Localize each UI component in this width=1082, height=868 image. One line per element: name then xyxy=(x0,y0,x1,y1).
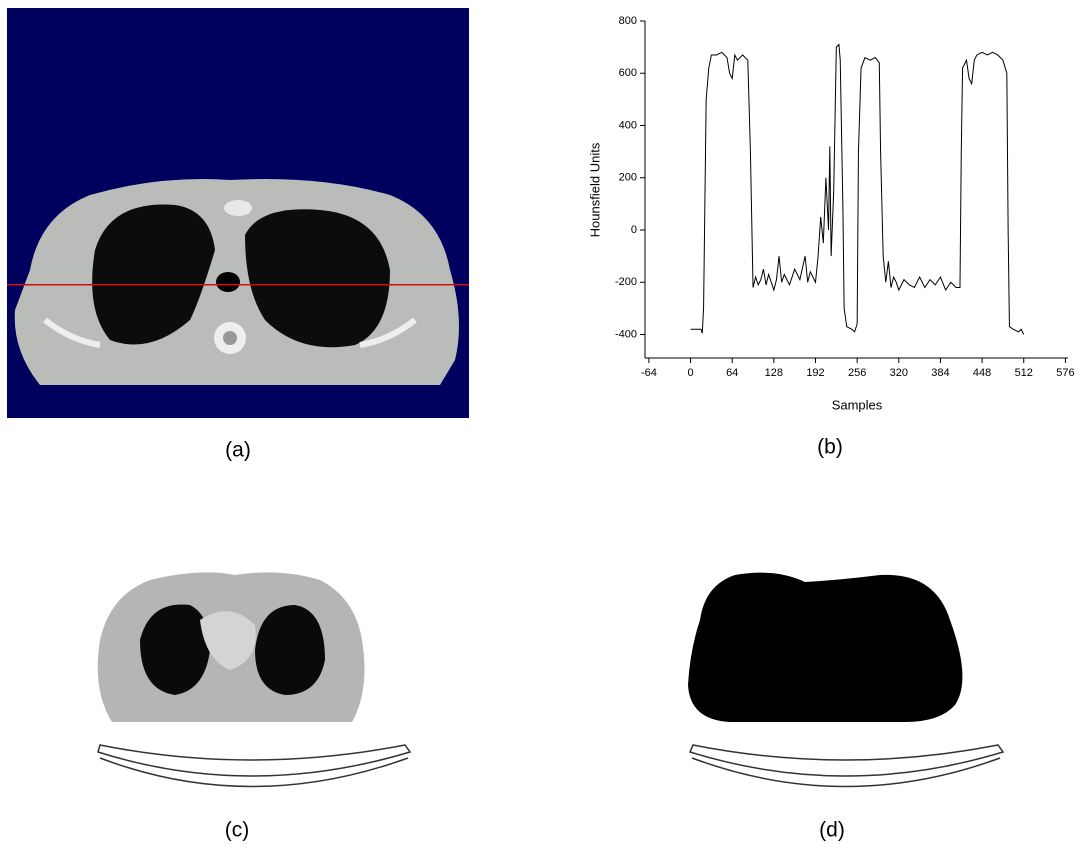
data-line xyxy=(691,45,1024,335)
y-tick-label: 400 xyxy=(619,119,637,131)
x-tick-label: 192 xyxy=(806,367,824,379)
x-tick-label: 448 xyxy=(973,367,991,379)
caption: (d) xyxy=(819,819,845,842)
caption: (b) xyxy=(817,436,843,459)
x-tick-label: -64 xyxy=(641,367,657,379)
x-tick-label: 256 xyxy=(848,367,866,379)
page: {"captions": ["(a)", "(b)", "(c)", "(d)"… xyxy=(0,0,1082,868)
x-tick-label: 384 xyxy=(931,367,949,379)
y-tick-label: 800 xyxy=(619,15,637,27)
caption: (a) xyxy=(225,439,251,462)
y-tick-label: -200 xyxy=(615,276,637,288)
figure: (a) (b) (c) (d) Samples Hounsfield Units… xyxy=(0,0,1082,868)
mask-image-d xyxy=(688,573,1003,787)
x-tick-label: 576 xyxy=(1056,367,1074,379)
caption: (c) xyxy=(225,819,250,842)
y-axis-label: Hounsfield Units xyxy=(587,142,602,237)
ct-image-a xyxy=(7,8,469,418)
x-tick-label: 64 xyxy=(726,367,738,379)
x-tick-label: 128 xyxy=(765,367,783,379)
y-tick-label: -400 xyxy=(615,328,637,340)
x-tick-label: 320 xyxy=(890,367,908,379)
x-tick-label: 0 xyxy=(687,367,693,379)
x-tick-label: 512 xyxy=(1015,367,1033,379)
y-tick-label: 200 xyxy=(619,172,637,184)
ct-image-c xyxy=(98,572,410,786)
y-tick-label: 0 xyxy=(631,224,637,236)
y-tick-label: 600 xyxy=(619,67,637,79)
x-axis-label: Samples xyxy=(832,397,883,412)
